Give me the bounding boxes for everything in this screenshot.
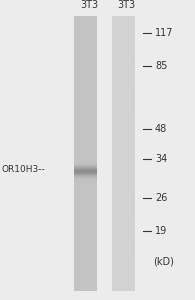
Text: 3T3: 3T3 [118,0,136,10]
Text: OR10H3--: OR10H3-- [2,165,46,174]
Text: 26: 26 [155,193,167,203]
Text: 48: 48 [155,124,167,134]
Text: 85: 85 [155,61,167,71]
Text: 19: 19 [155,226,167,236]
Text: 34: 34 [155,154,167,164]
Text: (kD): (kD) [153,256,174,266]
Text: 3T3: 3T3 [81,0,99,10]
Text: 117: 117 [155,28,174,38]
